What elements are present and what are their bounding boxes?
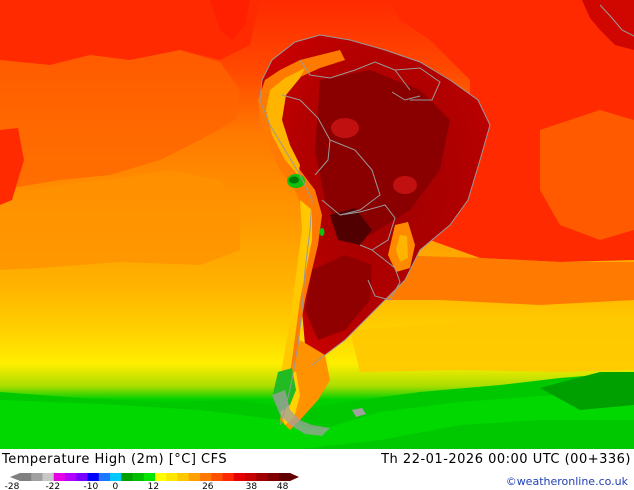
chaco-darkest [330,208,372,245]
legend-tick-label: 48 [277,482,289,490]
legend-swatch [278,473,291,481]
legend-tick-label: -22 [45,482,60,490]
map-title: Temperature High (2m) [°C] CFS [2,452,228,467]
legend-swatch [222,473,235,481]
legend-swatch [200,473,212,481]
pacific-north-warm [0,0,260,65]
legend-swatch [177,473,190,481]
legend-tick-label: 38 [246,482,258,490]
brazil-red-spot [393,176,417,194]
atlantic-yellow-band [350,318,634,372]
legend-tick-label: 26 [202,482,214,490]
legend-tick-label: -28 [5,482,20,490]
atlantic-orange-band [380,255,634,305]
legend-swatch [155,473,167,481]
legend-swatch [31,473,43,481]
map-canvas [0,0,634,449]
southern-dark-green [540,372,634,410]
legend-swatch [267,473,280,481]
legend-swatch [98,473,111,481]
caribbean-coast [582,0,634,50]
temperature-map [0,0,634,449]
atlantic-orange-patch [540,110,634,240]
credit-link[interactable]: ©weatheronline.co.uk [505,475,628,488]
legend-swatch [42,473,55,481]
legend-swatch [143,473,156,481]
legend-swatch [166,473,178,481]
legend-swatch [53,473,66,481]
falkland-islands [352,408,366,417]
coastal-plume-core [396,235,408,262]
map-footer: Temperature High (2m) [°C] CFS Th 22-01-… [0,449,634,490]
color-legend: -28 -22 -10 0 12 26 38 48 [5,473,299,490]
legend-swatch [87,473,100,481]
central-america-strip [210,0,250,40]
legend-swatch [65,473,77,481]
country-borders [259,4,634,426]
legend-swatch [76,473,88,481]
legend-swatch [233,473,246,481]
legend-arrow-high [290,473,299,481]
legend-swatch [132,473,145,481]
pacific-orange-band [0,50,240,190]
legend-swatch [256,473,268,481]
pacific-cool-tongue [0,170,240,270]
interior-hottest [315,70,450,235]
legend-swatch [121,473,133,481]
andes-yellow-core [266,68,305,175]
legend-swatch [188,473,201,481]
legend-tick-label: 12 [148,482,159,490]
legend-arrow-low [10,473,20,481]
legend-tick-label: 0 [113,482,119,490]
andes-small-green [319,228,325,236]
southern-light-green [0,392,634,449]
legend-swatch [110,473,122,481]
map-datetime: Th 22-01-2026 00:00 UTC (00+336) [381,452,631,467]
chile-cool-strip [280,200,312,405]
altiplano-dark-green [289,176,299,184]
legend-tick-label: -10 [84,482,99,490]
legend-swatch [211,473,223,481]
legend-swatch [20,473,32,481]
amazon-red-spot [331,118,359,138]
west-coast-hot-patch [0,128,24,205]
pampas-dark [305,255,372,340]
legend-swatch [245,473,257,481]
